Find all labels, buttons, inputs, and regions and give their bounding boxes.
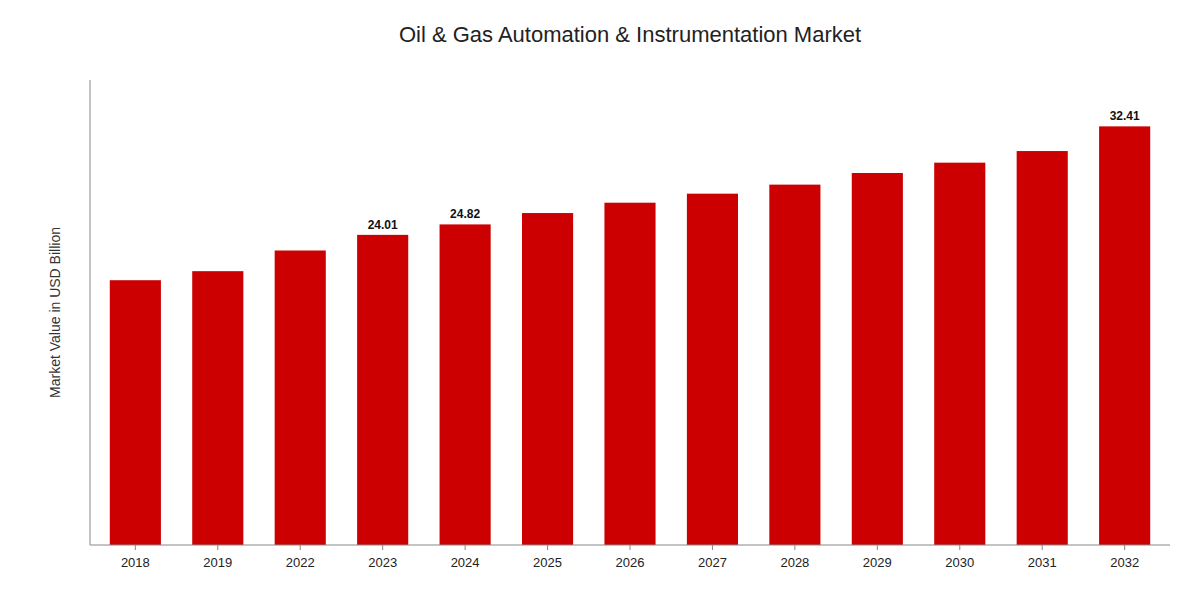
bar [604,203,655,545]
x-tick-label: 2030 [945,555,974,570]
x-tick [382,545,383,550]
x-tick-label: 2032 [1110,555,1139,570]
y-axis-line [90,80,91,545]
x-tick-label: 2031 [1028,555,1057,570]
bar [522,213,573,545]
x-tick [712,545,713,550]
bar [275,251,326,546]
x-tick-label: 2022 [286,555,315,570]
x-tick [794,545,795,550]
bar [192,271,243,545]
x-tick [217,545,218,550]
bar [440,224,491,545]
x-tick [135,545,136,550]
data-label: 32.41 [1110,109,1140,123]
x-tick-label: 2026 [616,555,645,570]
x-tick-label: 2018 [121,555,150,570]
x-tick-label: 2023 [368,555,397,570]
x-tick [1042,545,1043,550]
bar [769,185,820,545]
title: Oil & Gas Automation & Instrumentation M… [399,22,861,47]
data-label: 24.01 [368,218,398,232]
x-tick [959,545,960,550]
x-tick-label: 2028 [780,555,809,570]
x-tick-label: 2024 [451,555,480,570]
data-label: 24.82 [450,207,480,221]
bar [934,163,985,545]
x-tick-label: 2029 [863,555,892,570]
bar [1099,126,1150,545]
x-tick-label: 2025 [533,555,562,570]
x-tick-label: 2027 [698,555,727,570]
x-tick [1124,545,1125,550]
x-tick [877,545,878,550]
chart-container: Oil & Gas Automation & Instrumentation M… [0,0,1200,600]
x-tick [547,545,548,550]
bar [110,280,161,545]
x-tick [630,545,631,550]
x-tick-label: 2019 [203,555,232,570]
bar [1017,151,1068,545]
bars [110,126,1150,545]
bar [852,173,903,545]
x-tick [465,545,466,550]
chart-svg: Oil & Gas Automation & Instrumentation M… [0,0,1200,600]
bar [687,194,738,545]
bar [357,235,408,545]
y-axis-label: Market Value in USD Billion [47,227,63,398]
x-tick [300,545,301,550]
